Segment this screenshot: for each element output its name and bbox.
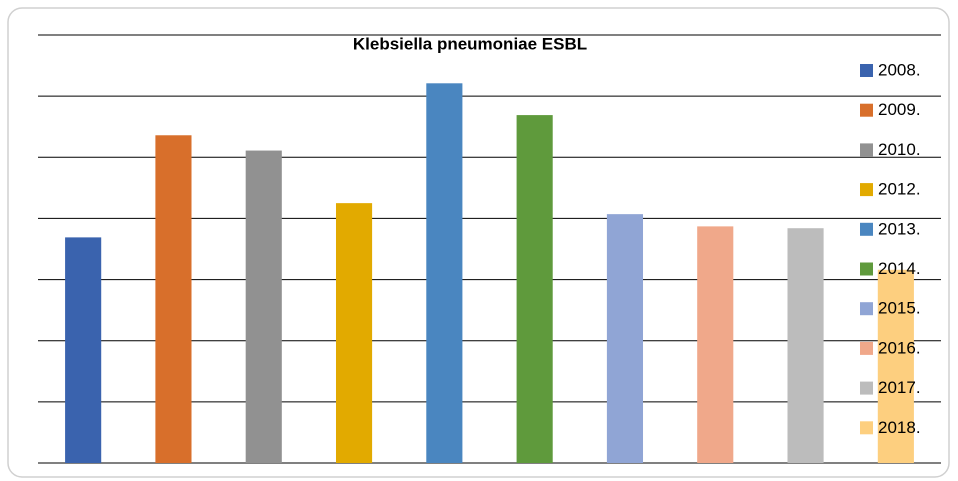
legend-swatch [860, 302, 873, 316]
bar [787, 228, 824, 463]
bar [426, 83, 463, 463]
legend-swatch [860, 262, 873, 276]
legend-label: 2012. [878, 180, 921, 199]
bar [697, 226, 734, 463]
legend-swatch [860, 341, 873, 355]
legend-label: 2009. [878, 100, 921, 119]
legend-label: 2018. [878, 418, 921, 437]
legend-swatch [860, 143, 873, 157]
legend-label: 2015. [878, 299, 921, 318]
legend-label: 2008. [878, 60, 921, 79]
bar [877, 269, 914, 463]
legend-swatch [860, 222, 873, 236]
legend-label: 2016. [878, 338, 921, 357]
chart-title: Klebsiella pneumoniae ESBL [353, 34, 587, 53]
legend-swatch [860, 64, 873, 77]
bar [65, 237, 102, 463]
legend-swatch [860, 421, 873, 435]
legend-label: 2014. [878, 259, 921, 278]
bar [516, 115, 553, 464]
bar [606, 214, 644, 463]
bar [335, 203, 373, 463]
legend-label: 2013. [878, 219, 921, 238]
legend-label: 2017. [878, 378, 921, 397]
legend-swatch [860, 103, 873, 117]
bar [245, 150, 282, 463]
bar [155, 135, 192, 463]
legend-swatch [860, 183, 873, 197]
legend-swatch [860, 381, 873, 395]
legend-label: 2010. [878, 140, 921, 159]
